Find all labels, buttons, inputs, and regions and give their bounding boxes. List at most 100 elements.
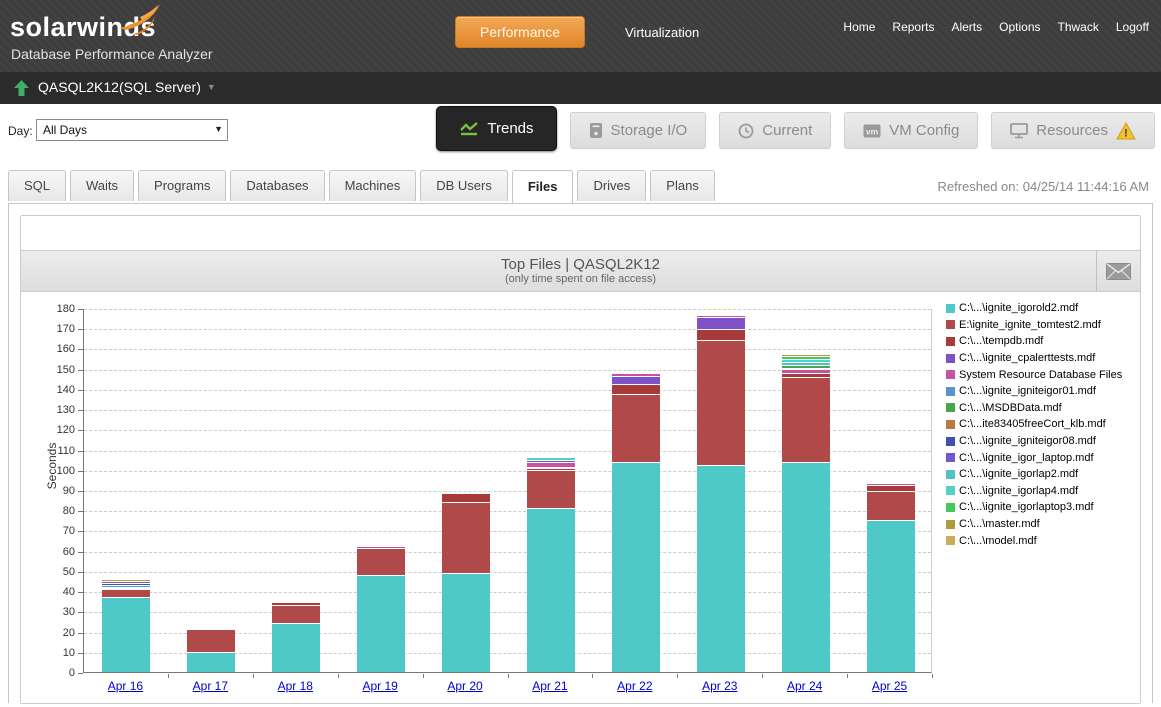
tab-files[interactable]: Files bbox=[511, 170, 574, 203]
bar-apr-24[interactable] bbox=[781, 354, 830, 672]
tab-db-users[interactable]: DB Users bbox=[420, 170, 508, 201]
instance-selector[interactable]: QASQL2K12(SQL Server) ▼ bbox=[38, 79, 216, 95]
view-button-resources[interactable]: Resources! bbox=[991, 112, 1155, 149]
bar-segment-apr-24-c-ignite-igorlaptop3-mdf bbox=[781, 356, 830, 360]
date-link-apr-25[interactable]: Apr 25 bbox=[871, 679, 908, 693]
email-chart-button[interactable] bbox=[1096, 251, 1140, 291]
y-axis-tick-label: 40 bbox=[62, 586, 75, 599]
date-link-apr-22[interactable]: Apr 22 bbox=[617, 679, 653, 693]
date-link-apr-20[interactable]: Apr 20 bbox=[447, 679, 483, 693]
tab-plans[interactable]: Plans bbox=[650, 170, 715, 201]
tab-machines[interactable]: Machines bbox=[328, 170, 417, 201]
bar-segment-apr-21-c-tempdb-mdf bbox=[526, 468, 575, 470]
date-link-apr-18[interactable]: Apr 18 bbox=[277, 679, 313, 693]
date-link-apr-16[interactable]: Apr 16 bbox=[107, 679, 144, 693]
app-subtitle: Database Performance Analyzer bbox=[11, 46, 213, 62]
legend-item-c-master-mdf[interactable]: C:\...\master.mdf bbox=[946, 516, 1161, 533]
performance-button[interactable]: Performance bbox=[455, 16, 585, 48]
gridline bbox=[84, 652, 931, 654]
up-arrow-icon bbox=[14, 80, 29, 96]
legend-item-c-ignite-igor-laptop-mdf[interactable]: C:\...\ignite_igor_laptop.mdf bbox=[946, 449, 1161, 466]
y-axis-tick-label: 30 bbox=[62, 606, 75, 619]
bar-segment-apr-16-c-ignite-igniteigor08-mdf bbox=[102, 583, 151, 585]
bar-segment-apr-20-c-ignite-igorold2-mdf bbox=[442, 572, 491, 672]
nav-link-home[interactable]: Home bbox=[843, 20, 876, 34]
legend-item-c-ignite-igorold2-mdf[interactable]: C:\...\ignite_igorold2.mdf bbox=[946, 300, 1161, 317]
warning-icon: ! bbox=[1116, 121, 1136, 140]
bar-segment-apr-16-system-resource-database-files bbox=[102, 586, 151, 589]
bar-segment-apr-25-c-ignite-igorold2-mdf bbox=[866, 520, 915, 672]
legend-label: C:\...\master.mdf bbox=[959, 518, 1040, 531]
virtualization-link[interactable]: Virtualization bbox=[625, 25, 700, 40]
bar-apr-23[interactable] bbox=[696, 314, 745, 672]
legend-item-c-ignite-igorlap2-mdf[interactable]: C:\...\ignite_igorlap2.mdf bbox=[946, 466, 1161, 483]
date-link-apr-17[interactable]: Apr 17 bbox=[192, 679, 229, 693]
nav-link-alerts[interactable]: Alerts bbox=[951, 20, 983, 34]
nav-link-reports[interactable]: Reports bbox=[892, 20, 935, 34]
bar-apr-25[interactable] bbox=[866, 483, 915, 672]
y-axis-tick bbox=[78, 652, 83, 654]
y-axis-tick-label: 0 bbox=[68, 667, 75, 679]
tab-drives[interactable]: Drives bbox=[577, 170, 647, 201]
bar-apr-20[interactable] bbox=[442, 493, 491, 672]
bar-segment-apr-21-system-resource-database-files bbox=[526, 461, 575, 467]
legend-item-c-ignite-igorlap4-mdf[interactable]: C:\...\ignite_igorlap4.mdf bbox=[946, 483, 1161, 500]
tab-programs[interactable]: Programs bbox=[138, 170, 227, 201]
date-link-apr-21[interactable]: Apr 21 bbox=[532, 679, 568, 693]
plot-area: Seconds bbox=[45, 309, 932, 673]
tab-waits[interactable]: Waits bbox=[70, 170, 135, 201]
y-axis-tick-label: 80 bbox=[62, 505, 75, 518]
legend-item-c-ignite-igniteigor01-mdf[interactable]: C:\...\ignite_igniteigor01.mdf bbox=[946, 383, 1161, 400]
tab-sql[interactable]: SQL bbox=[8, 170, 67, 201]
date-link-apr-23[interactable]: Apr 23 bbox=[702, 679, 738, 693]
bar-segment-apr-25-c-tempdb-mdf bbox=[866, 484, 915, 492]
refreshed-timestamp: Refreshed on: 04/25/14 11:44:16 AM bbox=[937, 179, 1149, 194]
bar-segment-apr-23-e-ignite-ignite-tomtest2-mdf bbox=[696, 340, 745, 465]
legend-label: C:\...\ignite_igniteigor08.mdf bbox=[959, 435, 1096, 448]
nav-link-options[interactable]: Options bbox=[999, 20, 1041, 34]
legend-item-c-tempdb-mdf[interactable]: C:\...\tempdb.mdf bbox=[946, 333, 1161, 350]
bar-apr-18[interactable] bbox=[272, 602, 321, 672]
bar-apr-19[interactable] bbox=[357, 546, 406, 672]
y-axis-tick-label: 70 bbox=[62, 525, 75, 538]
bar-apr-17[interactable] bbox=[187, 628, 236, 672]
x-axis-tick bbox=[507, 674, 509, 678]
gridline bbox=[84, 612, 931, 614]
bar-segment-apr-24-c-master-mdf bbox=[781, 354, 830, 357]
y-axis-tick-label: 150 bbox=[56, 363, 75, 376]
date-link-apr-24[interactable]: Apr 24 bbox=[786, 679, 823, 693]
bar-apr-16[interactable] bbox=[102, 579, 151, 672]
legend-item-c-ignite-igorlaptop3-mdf[interactable]: C:\...\ignite_igorlaptop3.mdf bbox=[946, 499, 1161, 516]
date-link-apr-19[interactable]: Apr 19 bbox=[362, 679, 398, 693]
x-axis-label: Apr 22 bbox=[600, 679, 670, 693]
bar-apr-22[interactable] bbox=[611, 373, 660, 672]
legend-item-c-ignite-igniteigor08-mdf[interactable]: C:\...\ignite_igniteigor08.mdf bbox=[946, 433, 1161, 450]
bar-apr-21[interactable] bbox=[526, 456, 575, 672]
nav-link-logoff[interactable]: Logoff bbox=[1115, 20, 1149, 34]
legend-swatch bbox=[946, 419, 955, 429]
gridline bbox=[84, 349, 931, 351]
nav-link-thwack[interactable]: Thwack bbox=[1057, 20, 1099, 34]
view-button-vm-config[interactable]: vm VM Config bbox=[844, 112, 979, 149]
x-axis-label: Apr 25 bbox=[855, 679, 925, 693]
chart-title: Top Files | QASQL2K12 bbox=[501, 256, 660, 273]
view-button-current[interactable]: Current bbox=[719, 112, 832, 149]
legend-item-e-ignite-ignite-tomtest2-mdf[interactable]: E:\ignite_ignite_tomtest2.mdf bbox=[946, 317, 1161, 334]
tab-databases[interactable]: Databases bbox=[230, 170, 325, 201]
view-button-storage-i-o[interactable]: Storage I/O bbox=[569, 112, 707, 149]
monitor-icon bbox=[1010, 122, 1029, 139]
bar-segment-apr-17-e-ignite-ignite-tomtest2-mdf bbox=[187, 628, 236, 652]
chart-widget: Top Files | QASQL2K12 (only time spent o… bbox=[20, 215, 1141, 704]
legend-item-c-model-mdf[interactable]: C:\...\model.mdf bbox=[946, 532, 1161, 549]
y-axis-tick bbox=[78, 673, 83, 674]
legend-item-c-ite83405freecort-klb-mdf[interactable]: C:\...ite83405freeCort_klb.mdf bbox=[946, 416, 1161, 433]
legend-item-system-resource-database-files[interactable]: System Resource Database Files bbox=[946, 366, 1161, 383]
x-axis-tick bbox=[592, 674, 594, 678]
day-select[interactable]: All Days ▼ bbox=[36, 119, 228, 141]
x-axis-label: Apr 18 bbox=[260, 679, 330, 693]
legend-item-c-msdbdata-mdf[interactable]: C:\...\MSDBData.mdf bbox=[946, 400, 1161, 417]
y-axis-tick-label: 90 bbox=[62, 485, 75, 497]
legend-swatch bbox=[946, 303, 955, 313]
legend-item-c-ignite-cpalerttests-mdf[interactable]: C:\...\ignite_cpalerttests.mdf bbox=[946, 350, 1161, 367]
view-button-trends[interactable]: Trends bbox=[436, 106, 557, 151]
